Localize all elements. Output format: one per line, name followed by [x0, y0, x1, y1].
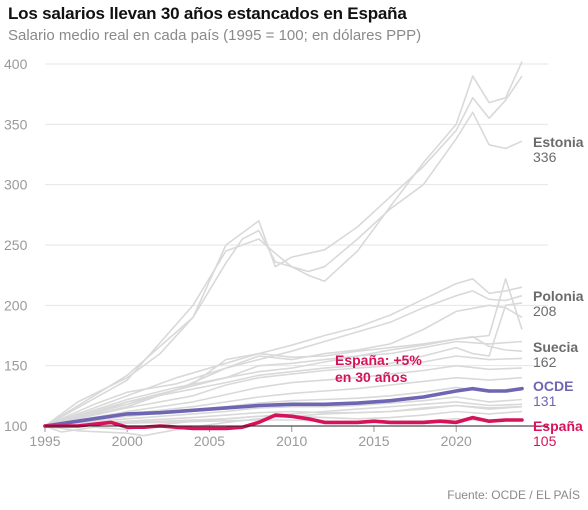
y-tick-label: 200: [4, 297, 28, 313]
x-tick-label: 2010: [276, 433, 307, 449]
grid-lines: [45, 63, 548, 367]
label-name-españa: España: [533, 418, 583, 434]
label-name-polonia: Polonia: [533, 288, 584, 304]
label-value-ocde: 131: [533, 393, 557, 409]
series-line: [44, 396, 523, 427]
x-tick-label: 2020: [441, 433, 472, 449]
series-line-estonia: [44, 111, 523, 427]
y-tick-label: 300: [4, 177, 28, 193]
label-name-estonia: Estonia: [533, 134, 584, 150]
highlighted-series: [43, 386, 524, 431]
label-value-polonia: 208: [533, 303, 557, 319]
series-line: [44, 376, 523, 427]
label-name-ocde: OCDE: [533, 378, 573, 394]
series-line: [44, 364, 523, 427]
label-value-españa: 105: [533, 433, 557, 449]
y-tick-label: 100: [4, 418, 28, 434]
series-line: [44, 278, 523, 427]
x-tick-label: 1995: [29, 433, 60, 449]
y-tick-label: 250: [4, 237, 28, 253]
series-line: [44, 340, 523, 427]
label-value-suecia: 162: [533, 354, 557, 370]
y-tick-label: 150: [4, 358, 28, 374]
y-axis: 100 150 200 250 300 350 400: [4, 56, 28, 434]
label-name-suecia: Suecia: [533, 339, 578, 355]
chart-title: Los salarios llevan 30 años estancados e…: [8, 4, 407, 23]
series-line: [44, 355, 523, 427]
x-tick-label: 2005: [194, 433, 225, 449]
label-value-estonia: 336: [533, 149, 557, 165]
series-line-polonia: [44, 290, 523, 427]
series-line-ocde: [43, 386, 524, 428]
annotation-line-1: España: +5%: [335, 352, 422, 368]
x-tick-label: 2000: [112, 433, 143, 449]
annotation-line-2: en 30 años: [335, 369, 408, 385]
series-line-suecia: [44, 335, 523, 427]
background-series: [44, 61, 523, 437]
y-tick-label: 400: [4, 56, 28, 72]
series-line: [44, 410, 523, 427]
x-axis: 1995 2000 2005 2010 2015 2020: [29, 426, 472, 449]
series-line-espana: [43, 413, 524, 431]
series-line: [44, 61, 523, 427]
series-line: [44, 302, 523, 427]
series-line: [44, 278, 523, 427]
series-line: [44, 75, 523, 427]
y-tick-label: 350: [4, 116, 28, 132]
chart-subtitle: Salario medio real en cada país (1995 = …: [8, 27, 422, 44]
x-tick-label: 2015: [358, 433, 389, 449]
source-note: Fuente: OCDE / EL PAÍS: [447, 488, 580, 502]
